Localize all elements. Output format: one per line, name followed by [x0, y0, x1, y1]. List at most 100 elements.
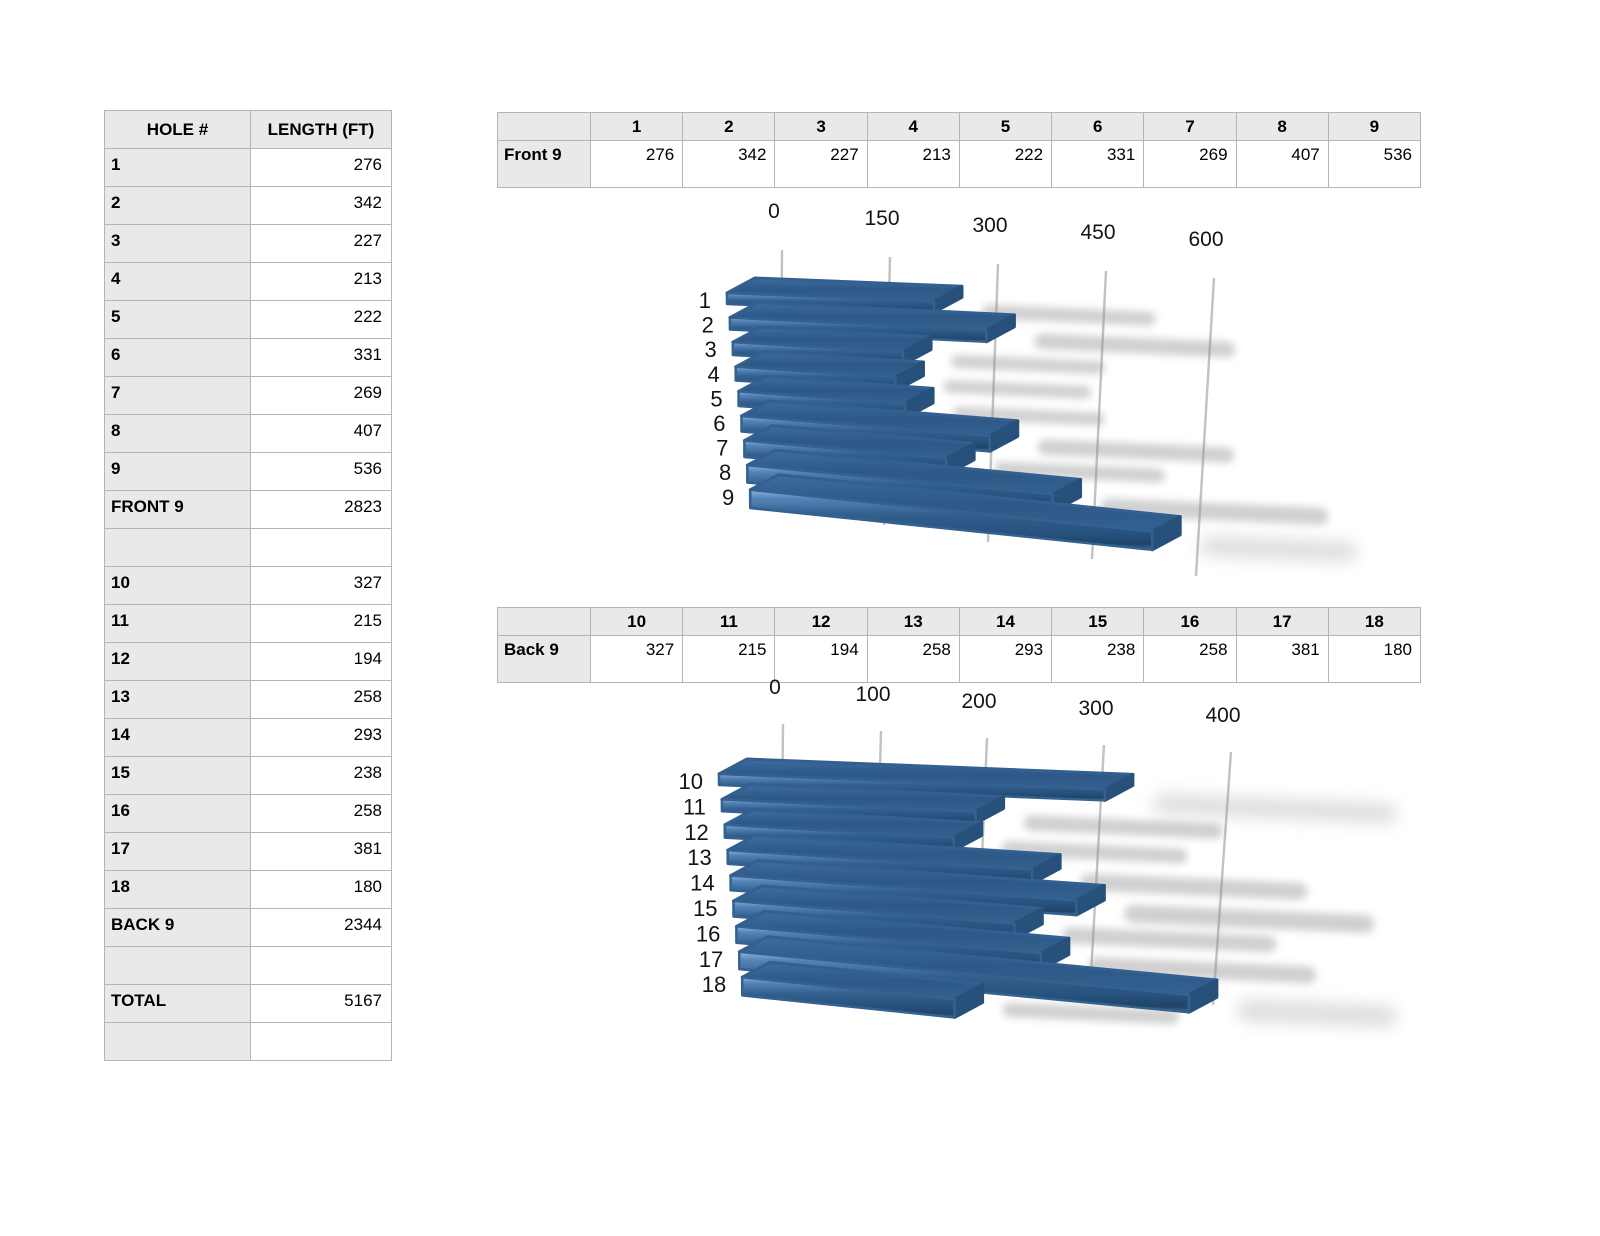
value-cell: 194: [774, 635, 868, 683]
bar-shadow: [1200, 536, 1357, 563]
category-label: 6: [713, 411, 725, 436]
value-cell: 227: [774, 140, 868, 188]
column-header-cell: 4: [866, 112, 960, 141]
row-label-cell: 14: [104, 718, 251, 757]
row-label-cell: Front 9: [497, 140, 591, 188]
bar-shadow: [1080, 873, 1308, 900]
value-cell: 381: [250, 832, 392, 871]
column-header-cell: 5: [958, 112, 1053, 141]
value-cell: 2344: [250, 908, 392, 947]
category-label: 1: [699, 288, 711, 313]
column-header-cell: 7: [1143, 112, 1237, 141]
back9-3d-bar-chart: 0 100 200 300 400 10 11 12 13 14 15 16 17 18: [497, 668, 1477, 1128]
bar-shadow: [943, 380, 1092, 399]
value-cell: 194: [250, 642, 392, 681]
row-label-cell: Back 9: [497, 635, 591, 683]
category-label: 3: [705, 337, 717, 362]
x-axis-tick-label: 100: [855, 683, 890, 706]
table-row: 10 327: [104, 566, 392, 605]
bar-shadow: [1034, 333, 1236, 358]
bar-shadow: [981, 304, 1156, 326]
row-label-cell: 16: [104, 794, 251, 833]
bar-shadow: [1236, 999, 1397, 1028]
column-header-cell: 16: [1143, 607, 1237, 636]
value-cell: 331: [250, 338, 392, 377]
row-label-cell: FRONT 9: [104, 490, 251, 529]
table-row: 6 331: [104, 338, 392, 377]
value-cell: 258: [250, 680, 392, 719]
value-cell: [250, 528, 392, 567]
x-axis-tick-label: 300: [972, 214, 1007, 237]
column-header-cell: 14: [958, 607, 1053, 636]
row-label-cell: 9: [104, 452, 251, 491]
row-label-cell: [104, 1022, 251, 1061]
table-row: 3 227: [104, 224, 392, 263]
bars-group: [725, 276, 1182, 552]
row-label-cell: 4: [104, 262, 251, 301]
x-axis-tick-label: 300: [1078, 697, 1113, 720]
value-cell: 180: [1327, 635, 1422, 683]
table-row: 11 215: [104, 604, 392, 643]
value-cell: 5167: [250, 984, 392, 1023]
row-label-cell: 13: [104, 680, 251, 719]
column-header-cell: 3: [774, 112, 868, 141]
value-cell: [250, 946, 392, 985]
category-label: 12: [684, 820, 708, 845]
value-cell: 342: [250, 186, 392, 225]
table-row: 13 258: [104, 680, 392, 719]
table-row: 7 269: [104, 376, 392, 415]
table-row: 17 381: [104, 832, 392, 871]
table-header-row: 10 11 12 13 14 15 16 17 18: [497, 607, 1422, 636]
value-cell: 258: [250, 794, 392, 833]
category-label: 10: [679, 769, 703, 794]
corner-cell: [497, 607, 591, 636]
column-header-cell: 11: [682, 607, 776, 636]
value-cell: 293: [958, 635, 1053, 683]
bar-shadow: [1002, 1002, 1180, 1025]
row-label-cell: 18: [104, 870, 251, 909]
column-header-cell: 15: [1051, 607, 1145, 636]
row-label-cell: 6: [104, 338, 251, 377]
table-row: BACK 9 2344: [104, 908, 392, 947]
category-label: 7: [716, 436, 728, 461]
category-label: 11: [683, 794, 706, 819]
category-label: 17: [699, 947, 723, 972]
row-label-cell: 15: [104, 756, 251, 795]
table-row: 1 276: [104, 148, 392, 187]
table-row: 5 222: [104, 300, 392, 339]
category-label: 16: [696, 921, 720, 946]
value-cell: [250, 1022, 392, 1061]
value-cell: 213: [250, 262, 392, 301]
category-label: 15: [693, 896, 717, 921]
value-cell: 2823: [250, 490, 392, 529]
table-row: [104, 946, 392, 985]
category-label: 14: [690, 871, 714, 896]
value-cell: 407: [1235, 140, 1329, 188]
column-header-cell: 2: [682, 112, 776, 141]
table-row: 2 342: [104, 186, 392, 225]
column-header-cell: 6: [1051, 112, 1145, 141]
table-row: 15 238: [104, 756, 392, 795]
table-row: 4 213: [104, 262, 392, 301]
back9-data-table: 10 11 12 13 14 15 16 17 18 Back 9 327 215 194 258 293 2…: [497, 607, 1422, 683]
bar-shadow: [1001, 841, 1188, 864]
column-header-cell: 13: [866, 607, 960, 636]
value-cell: 331: [1051, 140, 1145, 188]
bar-front-face: [740, 975, 956, 1019]
category-label: 4: [707, 362, 719, 387]
bar-shadow: [1100, 498, 1329, 525]
row-label-cell: 12: [104, 642, 251, 681]
value-cell: 276: [589, 140, 684, 188]
value-cell: 258: [1143, 635, 1237, 683]
x-axis-tick-label: 400: [1205, 704, 1240, 727]
hole-length-table: HOLE # LENGTH (FT) 1 276 2 342 3 227 4 213 5 222 6 33…: [104, 110, 392, 1061]
table-row: 9 536: [104, 452, 392, 491]
row-label-cell: 17: [104, 832, 251, 871]
x-axis-tick-label: 450: [1080, 221, 1115, 244]
bar-shadow: [1023, 815, 1223, 839]
bar-shadow: [951, 354, 1105, 375]
